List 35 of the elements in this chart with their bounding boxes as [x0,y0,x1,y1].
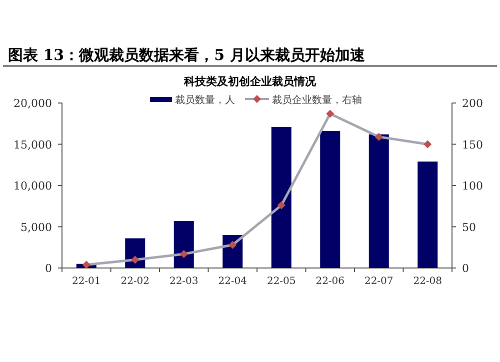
bar [368,134,389,268]
point [277,201,286,210]
x-tick-label: 22-08 [413,276,442,287]
x-tick-label: 22-02 [120,276,150,287]
y2-tick-label: 150 [462,138,483,152]
y2-tick-label: 0 [462,262,469,275]
point [326,110,334,118]
chart-title: 图表 13：微观裁员数据来看，5 月以来裁员开始加速 [8,46,366,64]
bar [271,126,292,268]
legend-label: 裁员企业数量，右轴 [272,94,362,106]
bar [320,131,340,268]
x-tick-label: 22-05 [266,276,296,287]
x-tick-label: 22-06 [316,276,345,287]
y-tick-label: 20,000 [14,97,52,110]
y2-tick-label: 50 [462,220,476,234]
y-tick-label: 0 [45,262,52,275]
y2-tick-label: 100 [462,180,483,192]
y-tick-label: 15,000 [14,138,52,152]
point [424,140,432,148]
x-tick-label: 22-04 [218,276,248,287]
legend-label: 裁员数量，人 [175,94,235,106]
point [180,250,188,258]
y-tick-label: 10,000 [14,180,52,192]
y-tick-label: 5,000 [20,220,52,234]
y2-tick-label: 200 [462,97,483,110]
chart-subtitle: 科技类及初创企业裁员情况 [183,75,317,88]
point [131,256,140,264]
x-tick-label: 22-01 [72,276,101,287]
x-tick-label: 22-03 [169,276,198,287]
point [82,260,90,269]
bar [174,220,194,268]
point [374,132,383,141]
point [228,240,237,249]
x-tick-label: 22-07 [364,276,394,287]
bar [418,162,438,268]
